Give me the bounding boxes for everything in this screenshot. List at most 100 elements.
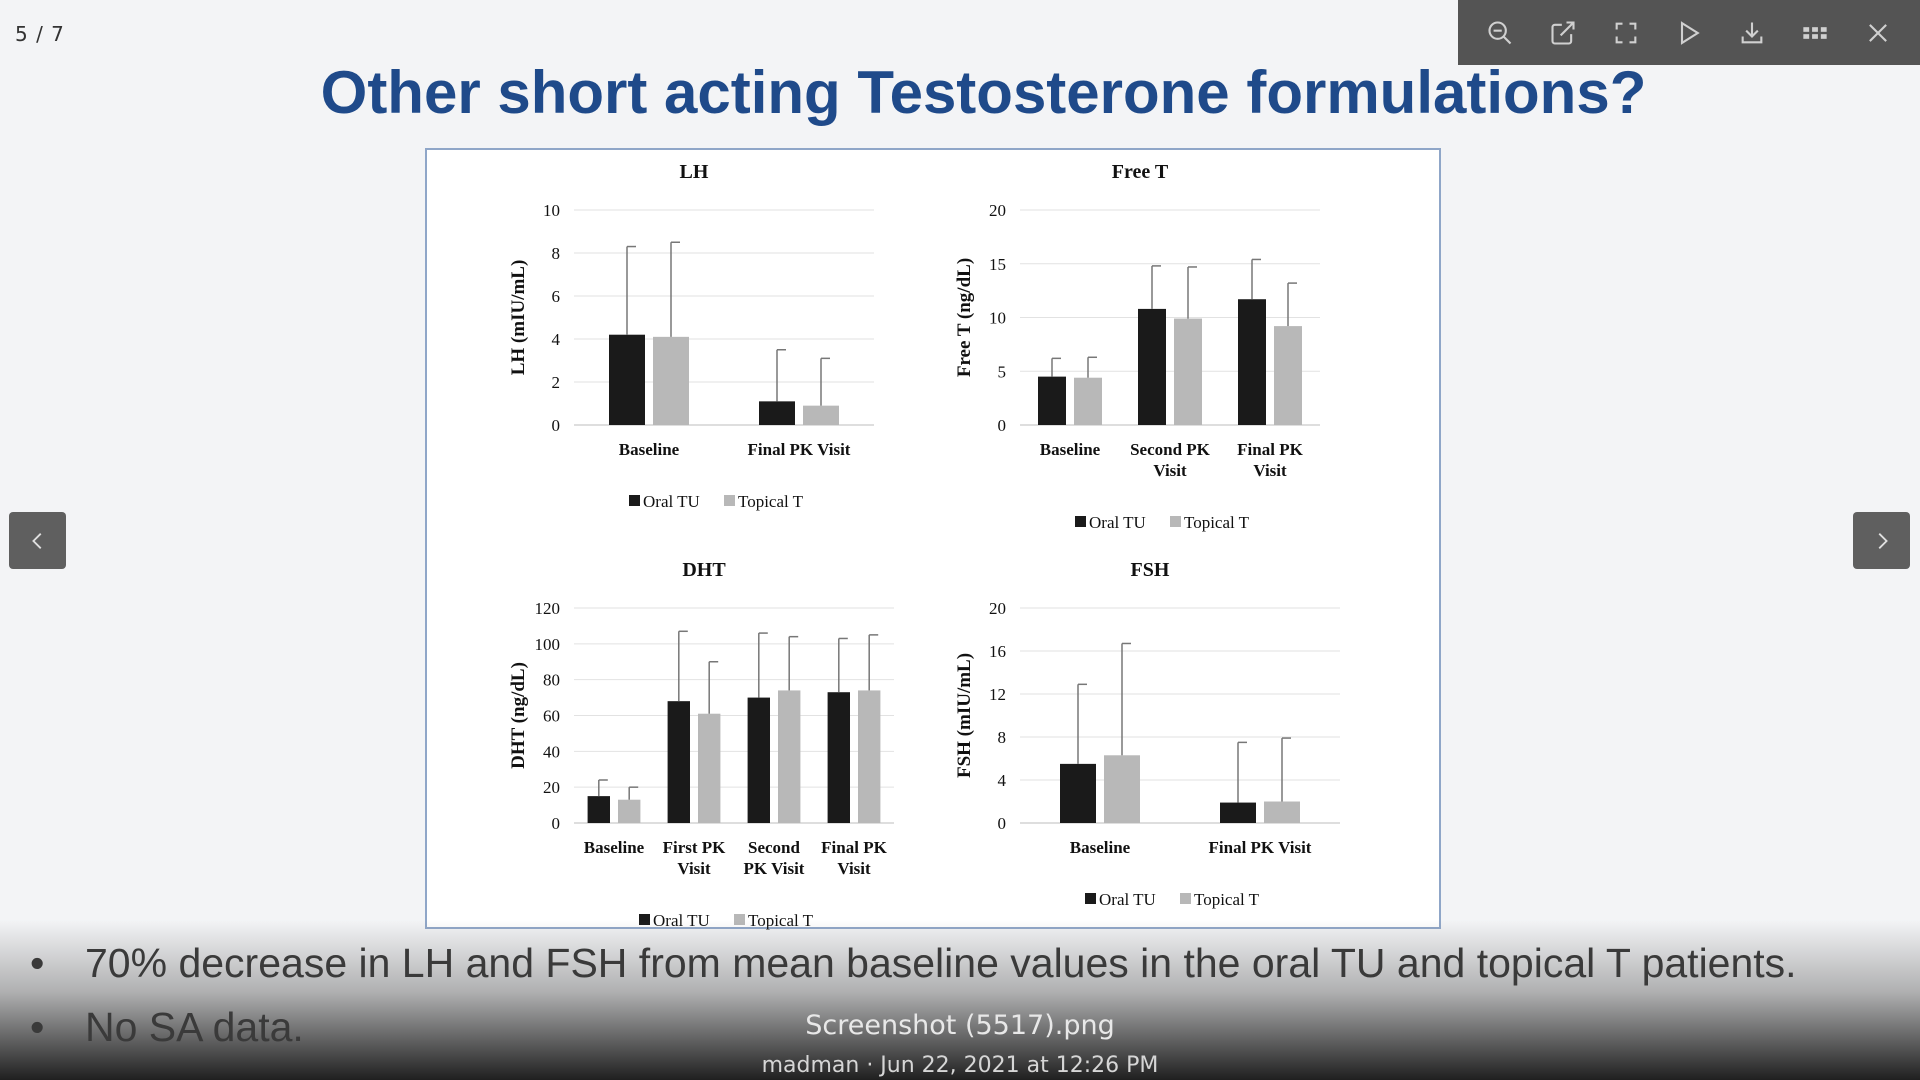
- legend-label: Oral TU: [643, 492, 700, 511]
- bar: [778, 690, 801, 823]
- y-tick-label: 2: [552, 373, 561, 392]
- y-tick-label: 120: [535, 599, 561, 618]
- bar: [1264, 801, 1300, 823]
- y-tick-label: 4: [998, 771, 1007, 790]
- bar: [609, 334, 645, 425]
- y-tick-label: 12: [989, 685, 1006, 704]
- bar: [618, 799, 641, 823]
- y-tick-label: 20: [543, 778, 560, 797]
- free-t-chart: Free T 0 5 10 15 20 Free T (ng/dL) Baseline Seco…: [940, 150, 1340, 532]
- bullet-marker: •: [30, 940, 45, 986]
- y-tick-label: 0: [998, 814, 1007, 833]
- x-tick-label: Visit: [837, 859, 871, 878]
- y-tick-label: 10: [989, 309, 1006, 328]
- chart-title: LH: [680, 161, 709, 183]
- y-tick-label: 80: [543, 671, 560, 690]
- legend-swatch: [629, 495, 640, 506]
- y-tick-label: 16: [989, 642, 1006, 661]
- bar: [1220, 802, 1256, 823]
- bar: [747, 697, 770, 823]
- y-axis-label: LH (mIU/mL): [508, 260, 529, 376]
- chart-svg: LH 0 2 4 6 8 10 LH (mIU/mL) Baseline Final PK Vis…: [508, 161, 874, 511]
- y-tick-label: 6: [552, 287, 561, 306]
- file-name: Screenshot (5517).png: [805, 1010, 1115, 1041]
- fullscreen-button[interactable]: [1606, 13, 1646, 53]
- previous-image-button[interactable]: [9, 512, 66, 569]
- x-tick-label: Final PK Visit: [1209, 838, 1312, 857]
- download-button[interactable]: [1732, 13, 1772, 53]
- image-meta: madman · Jun 22, 2021 at 12:26 PM: [761, 1053, 1159, 1078]
- bar: [1274, 326, 1302, 425]
- bullet-item: • 70% decrease in LH and FSH from mean ba…: [30, 940, 1797, 987]
- x-tick-label: Visit: [1153, 461, 1187, 480]
- open-external-button[interactable]: [1543, 13, 1583, 53]
- y-tick-label: 0: [998, 416, 1007, 435]
- x-tick-label: Second: [748, 838, 801, 857]
- x-tick-label: Visit: [677, 859, 711, 878]
- bar: [1238, 299, 1266, 425]
- bar: [1138, 308, 1166, 425]
- y-tick-label: 20: [989, 201, 1006, 220]
- legend-label: Topical T: [1184, 513, 1250, 532]
- y-tick-label: 8: [552, 244, 561, 263]
- y-axis-label: DHT (ng/dL): [508, 662, 529, 769]
- bullet-item: • No SA data.: [30, 1004, 304, 1051]
- zoom-out-button[interactable]: [1480, 13, 1520, 53]
- next-image-button[interactable]: [1853, 512, 1910, 569]
- bar: [1038, 376, 1066, 425]
- bullet-text: 70% decrease in LH and FSH from mean bas…: [85, 940, 1797, 986]
- bar: [1174, 318, 1202, 425]
- x-tick-label: Baseline: [1070, 838, 1131, 857]
- y-tick-label: 0: [552, 814, 561, 833]
- figure-panel: LH 0 2 4 6 8 10 LH (mIU/mL) Baseline Final PK Vis…: [425, 148, 1441, 930]
- bar: [698, 713, 721, 823]
- x-tick-label: First PK: [663, 838, 727, 857]
- bar: [653, 336, 689, 425]
- dht-chart: DHT 0 20 40 60 80 100 120 DHT (ng/dL) Baseline Fir…: [494, 548, 914, 930]
- legend-swatch: [1180, 893, 1191, 904]
- bar: [1074, 377, 1102, 425]
- grid-icon: [1803, 26, 1827, 39]
- lh-chart: LH 0 2 4 6 8 10 LH (mIU/mL) Baseline Final PK Vis…: [494, 150, 894, 530]
- viewer-toolbar: [1458, 0, 1920, 65]
- bullet-marker: •: [30, 1004, 45, 1050]
- bar: [667, 701, 690, 823]
- bar: [827, 692, 850, 823]
- thumbnails-button[interactable]: [1795, 13, 1835, 53]
- chart-svg: FSH 0 4 8 12 16 20 FSH (mIU/mL) Baseline Final PK…: [954, 559, 1340, 909]
- chart-svg: Free T 0 5 10 15 20 Free T (ng/dL) Baseline Seco…: [954, 161, 1320, 532]
- y-tick-label: 0: [552, 416, 561, 435]
- chevron-left-icon: [31, 532, 41, 549]
- y-tick-label: 10: [543, 201, 560, 220]
- open-external-icon: [1551, 20, 1575, 45]
- x-tick-label: PK Visit: [744, 859, 805, 878]
- y-tick-label: 20: [989, 599, 1006, 618]
- legend-label: Oral TU: [1089, 513, 1146, 532]
- y-tick-label: 15: [989, 255, 1006, 274]
- bullet-overlay: [0, 920, 1920, 1080]
- legend-swatch: [1170, 516, 1181, 527]
- bar: [858, 690, 881, 823]
- chart-svg: DHT 0 20 40 60 80 100 120 DHT (ng/dL) Baseline Fir…: [508, 559, 894, 930]
- fullscreen-icon: [1615, 22, 1637, 43]
- image-counter: 5 / 7: [15, 22, 65, 46]
- legend-swatch: [639, 914, 650, 925]
- chart-title: Free T: [1112, 161, 1169, 183]
- slide-title: Other short acting Testosterone formulat…: [320, 59, 1647, 126]
- y-axis-label: Free T (ng/dL): [954, 258, 975, 377]
- y-tick-label: 100: [535, 635, 561, 654]
- play-icon: [1680, 20, 1700, 45]
- y-tick-label: 40: [543, 742, 560, 761]
- x-tick-label: Final PK Visit: [748, 440, 851, 459]
- close-button[interactable]: [1858, 13, 1898, 53]
- y-axis-label: FSH (mIU/mL): [954, 653, 975, 778]
- x-tick-label: Baseline: [619, 440, 680, 459]
- fsh-chart: FSH 0 4 8 12 16 20 FSH (mIU/mL) Baseline Final PK…: [940, 548, 1360, 928]
- slideshow-play-button[interactable]: [1669, 13, 1709, 53]
- bar: [1104, 755, 1140, 823]
- x-tick-label: Second PK: [1130, 440, 1211, 459]
- legend-swatch: [734, 914, 745, 925]
- legend-swatch: [724, 495, 735, 506]
- legend-swatch: [1085, 893, 1096, 904]
- x-tick-label: Baseline: [1040, 440, 1101, 459]
